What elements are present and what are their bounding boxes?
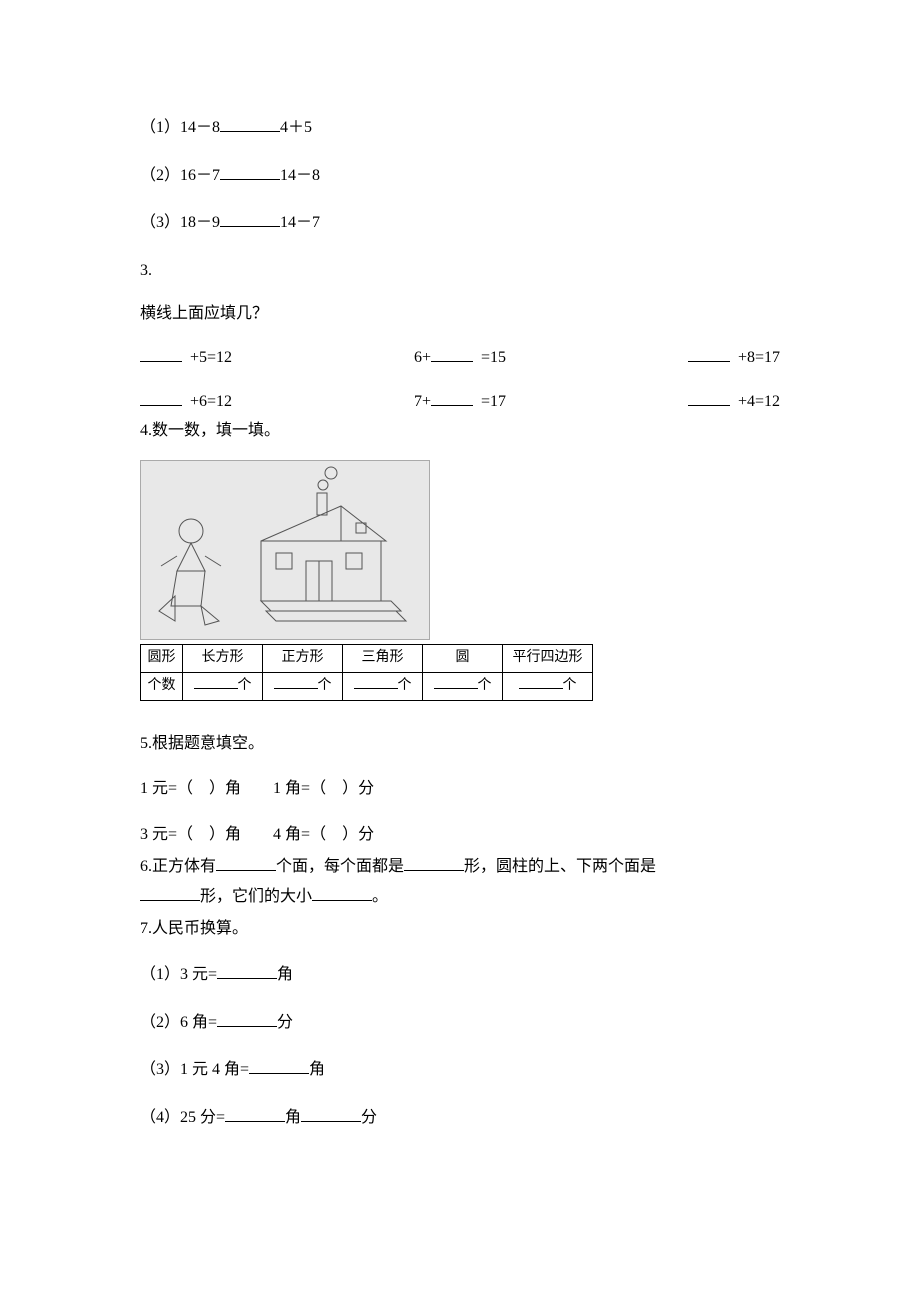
q7-item-3: （3）1 元 4 角=角 [140, 1057, 780, 1083]
q4-title: 4.数一数，填一填。 [140, 418, 780, 444]
q2-item-2: （2）16－7 14－8 [140, 163, 780, 189]
q3-r1-c: +8=17 [688, 345, 780, 371]
q2-1-prefix: （1）14－8 [140, 119, 220, 136]
q3-r2-c: +4=12 [688, 389, 780, 415]
blank [225, 1106, 285, 1122]
blank [217, 963, 277, 979]
q3-r2-a: +6=12 [140, 389, 232, 415]
q3-r1-b: 6+ =15 [414, 345, 506, 371]
q2-item-3: （3）18－9 14－7 [140, 210, 780, 236]
blank [216, 855, 276, 871]
q2-2-prefix: （2）16－7 [140, 167, 220, 184]
count-cell: 个 [423, 672, 503, 700]
shapes-drawing-icon [141, 461, 431, 641]
q3-row-2: +6=12 7+ =17 +4=12 [140, 389, 780, 415]
q2-item-1: （1）14－8 4＋5 [140, 115, 780, 141]
q5-row-2: 3 元=（ ）角 4 角=（ ）分 [140, 822, 780, 848]
q3-number: 3. [140, 258, 780, 284]
blank [688, 346, 730, 362]
q2-1-blank [220, 116, 280, 132]
count-cell: 个 [263, 672, 343, 700]
blank [140, 346, 182, 362]
blank [194, 676, 238, 689]
table-count-row: 个数 个 个 个 个 个 [141, 672, 593, 700]
blank [404, 855, 464, 871]
blank [434, 676, 478, 689]
col-shape-label: 圆形 [141, 644, 183, 672]
q7-item-4: （4）25 分=角分 [140, 1105, 780, 1131]
blank [274, 676, 318, 689]
q3-row-1: +5=12 6+ =15 +8=17 [140, 345, 780, 371]
count-cell: 个 [343, 672, 423, 700]
q2-2-blank [220, 164, 280, 180]
col-rect: 长方形 [183, 644, 263, 672]
blank [519, 676, 563, 689]
blank [431, 390, 473, 406]
q7-title: 7.人民币换算。 [140, 916, 780, 942]
q4-picture [140, 460, 430, 640]
count-label: 个数 [141, 672, 183, 700]
col-parallelogram: 平行四边形 [503, 644, 593, 672]
blank [354, 676, 398, 689]
count-cell: 个 [183, 672, 263, 700]
q5-title: 5.根据题意填空。 [140, 731, 780, 757]
blank [249, 1058, 309, 1074]
col-square: 正方形 [263, 644, 343, 672]
blank [431, 346, 473, 362]
q3-r2-b: 7+ =17 [414, 389, 506, 415]
q7-item-2: （2）6 角=分 [140, 1010, 780, 1036]
blank [312, 885, 372, 901]
q6-text: 6.正方体有个面，每个面都是形，圆柱的上、下两个面是 形，它们的大小。 [140, 852, 780, 913]
table-header-row: 圆形 长方形 正方形 三角形 圆 平行四边形 [141, 644, 593, 672]
q2-3-suffix: 14－7 [280, 214, 320, 231]
col-circle: 圆 [423, 644, 503, 672]
q2-2-suffix: 14－8 [280, 167, 320, 184]
blank [301, 1106, 361, 1122]
q2-1-suffix: 4＋5 [280, 119, 312, 136]
blank [217, 1011, 277, 1027]
blank [688, 390, 730, 406]
q5-row-1: 1 元=（ ）角 1 角=（ ）分 [140, 776, 780, 802]
q2-3-blank [220, 211, 280, 227]
blank [140, 390, 182, 406]
blank [140, 885, 200, 901]
q3-r1-a: +5=12 [140, 345, 232, 371]
q2-3-prefix: （3）18－9 [140, 214, 220, 231]
q3-prompt: 横线上面应填几？ [140, 301, 780, 327]
col-triangle: 三角形 [343, 644, 423, 672]
q7-item-1: （1）3 元=角 [140, 962, 780, 988]
q4-table: 圆形 长方形 正方形 三角形 圆 平行四边形 个数 个 个 个 个 个 [140, 644, 593, 701]
count-cell: 个 [503, 672, 593, 700]
